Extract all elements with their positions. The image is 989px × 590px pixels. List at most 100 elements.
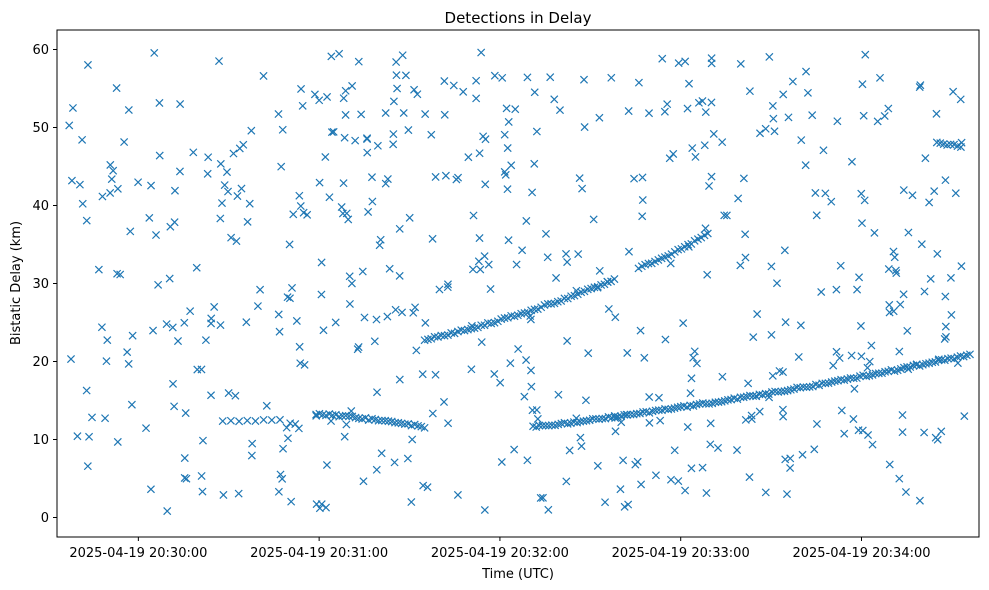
data-point-marker — [344, 412, 354, 421]
data-point-marker — [709, 129, 718, 138]
data-point-marker — [364, 207, 373, 216]
data-point-marker — [550, 95, 559, 104]
data-point-marker — [744, 379, 753, 388]
data-point-marker — [703, 270, 712, 279]
data-point-marker — [770, 127, 779, 136]
data-point-marker — [541, 229, 550, 238]
data-point-marker — [595, 266, 604, 275]
data-point-marker — [106, 160, 115, 169]
data-point-marker — [83, 60, 92, 69]
data-point-marker — [216, 321, 225, 330]
data-point-marker — [868, 440, 877, 449]
data-point-marker — [193, 365, 202, 374]
data-point-marker — [165, 274, 174, 283]
data-point-marker — [707, 98, 716, 107]
data-point-marker — [850, 384, 859, 393]
data-point-marker — [127, 400, 136, 409]
data-point-marker — [385, 264, 394, 273]
data-point-marker — [733, 446, 742, 455]
data-point-marker — [917, 240, 926, 249]
data-point-marker — [357, 110, 366, 119]
x-tick-label: 2025-04-19 20:32:00 — [431, 546, 569, 561]
data-point-marker — [296, 201, 305, 211]
data-point-marker — [78, 135, 87, 144]
data-point-marker — [953, 359, 962, 368]
data-point-marker — [207, 391, 216, 400]
data-point-marker — [381, 108, 390, 118]
data-point-marker — [453, 173, 463, 182]
data-point-marker — [965, 350, 974, 359]
data-point-marker — [359, 477, 368, 486]
data-point-marker — [395, 271, 404, 280]
data-point-marker — [421, 318, 430, 327]
data-point-marker — [644, 109, 654, 118]
data-point-marker — [603, 277, 612, 286]
data-point-marker — [247, 126, 256, 135]
data-point-marker — [535, 421, 544, 430]
data-point-marker — [799, 382, 808, 392]
data-point-marker — [544, 421, 553, 430]
data-point-marker — [781, 318, 790, 327]
data-point-marker — [898, 428, 907, 437]
data-point-marker — [956, 95, 965, 104]
data-point-marker — [372, 465, 381, 474]
data-point-marker — [83, 462, 92, 471]
data-point-marker — [920, 287, 929, 296]
data-point-marker — [112, 84, 121, 93]
data-point-marker — [520, 392, 529, 401]
data-point-marker — [664, 405, 673, 414]
data-point-marker — [182, 474, 191, 483]
data-point-marker — [162, 320, 171, 329]
y-tick-label: 50 — [32, 121, 49, 136]
data-point-marker — [500, 130, 509, 139]
data-point-marker — [780, 387, 789, 396]
data-point-marker — [393, 84, 402, 93]
data-point-marker — [464, 153, 473, 162]
data-point-marker — [363, 135, 372, 144]
data-point-marker — [147, 181, 156, 190]
data-point-marker — [687, 374, 696, 383]
data-point-marker — [574, 250, 583, 259]
data-point-marker — [342, 209, 351, 218]
data-point-marker — [477, 321, 486, 330]
data-point-marker — [865, 371, 874, 380]
data-point-marker — [68, 103, 77, 113]
data-point-marker — [113, 184, 122, 193]
data-point-marker — [546, 73, 555, 82]
data-point-marker — [648, 407, 657, 416]
data-point-marker — [543, 299, 552, 308]
data-point-marker — [383, 312, 392, 321]
data-point-marker — [593, 283, 602, 292]
data-point-marker — [658, 54, 667, 63]
data-point-marker — [381, 179, 390, 188]
data-point-marker — [620, 502, 629, 511]
data-point-marker — [941, 292, 950, 301]
data-point-marker — [595, 415, 604, 424]
data-point-marker — [916, 81, 925, 90]
data-point-marker — [821, 379, 830, 388]
data-point-marker — [484, 260, 493, 269]
data-point-marker — [755, 407, 764, 416]
data-point-marker — [921, 359, 930, 368]
data-point-marker — [339, 179, 348, 188]
data-point-marker — [201, 336, 210, 345]
data-point-marker — [698, 463, 707, 472]
data-point-marker — [220, 181, 229, 190]
data-point-marker — [698, 97, 707, 106]
data-point-marker — [351, 136, 360, 145]
y-tick-label: 40 — [32, 199, 49, 214]
data-point-marker — [285, 240, 294, 249]
data-point-marker — [572, 286, 581, 295]
data-point-marker — [711, 398, 720, 407]
data-point-marker — [827, 197, 836, 206]
data-point-marker — [389, 130, 398, 139]
data-point-marker — [392, 58, 401, 67]
data-point-marker — [170, 186, 179, 195]
data-point-marker — [106, 188, 115, 197]
data-point-marker — [142, 424, 151, 433]
data-point-marker — [507, 161, 516, 170]
data-point-marker — [530, 305, 539, 314]
data-point-marker — [204, 153, 213, 162]
data-point-marker — [124, 359, 133, 368]
data-point-marker — [218, 417, 227, 426]
